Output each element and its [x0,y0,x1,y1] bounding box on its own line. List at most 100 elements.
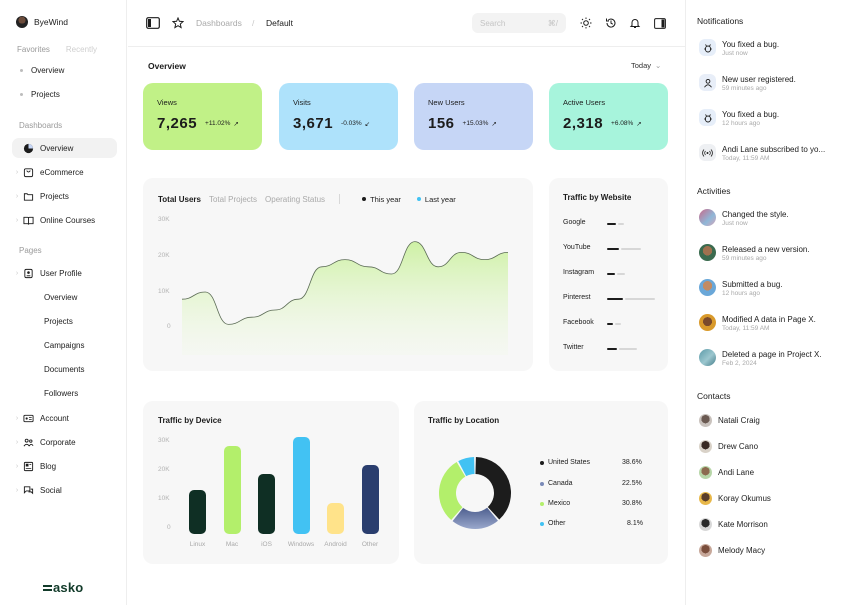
dashboards-section-title: Dashboards [19,121,63,130]
sidebar-item-ecommerce[interactable]: › eCommerce [12,162,117,182]
history-icon[interactable] [604,16,618,30]
sidebar-item-projects[interactable]: › Projects [12,186,117,206]
donut-slice-canada [452,507,498,529]
activity-item[interactable]: Modified A data in Page X. Today, 11:59 A… [699,314,816,332]
brand-name: ByeWind [34,17,69,27]
activity-item[interactable]: Released a new version. 59 minutes ago [699,244,810,262]
donut-slice-united-states [475,457,511,520]
sidebar-item-online-courses[interactable]: › Online Courses [12,210,117,230]
total-users-tabs: Total Users Total Projects Operating Sta… [158,194,456,204]
avatar [699,279,716,296]
sidebar-subitem-documents[interactable]: Documents [44,365,85,374]
location-item: United States [540,459,590,466]
brand[interactable]: ByeWind [16,16,68,28]
right-panel-toggle-icon[interactable] [653,16,667,30]
stat-card-visits[interactable]: Visits 3,671 -0.03% ↙ [279,83,398,150]
dot-icon [20,69,23,72]
tab-total-projects[interactable]: Total Projects [208,194,258,204]
activity-item[interactable]: Changed the style. Just now [699,209,789,227]
website-bar-rest [618,223,624,225]
breadcrumb-current: Default [266,18,293,28]
sidebar-toggle-icon[interactable] [146,16,160,30]
date-range-dropdown[interactable]: Today ⌄ [631,61,661,70]
website-bar [607,248,619,250]
stat-value: 2,318 [563,115,604,132]
logo-text: asko [53,580,84,595]
chevron-right-icon: › [15,192,19,200]
contact-item[interactable]: Drew Cano [699,440,758,453]
bell-icon[interactable] [628,16,642,30]
y-tick-label: 30K [158,437,170,444]
sidebar-item-social[interactable]: › Social [12,480,117,500]
activity-text: Submitted a bug. [722,280,783,289]
sidebar-item-user-profile[interactable]: › User Profile [12,263,117,283]
contact-name: Andi Lane [718,468,755,477]
location-name: Mexico [548,500,571,507]
website-bar [607,323,613,325]
traffic-device-title: Traffic by Device [158,416,222,425]
website-bar [607,298,623,300]
favorite-item-overview[interactable]: Overview [20,66,64,75]
contact-item[interactable]: Kate Morrison [699,518,768,531]
stat-change-value: +15.03% [462,120,489,127]
notification-item[interactable]: You fixed a bug. Just now [699,39,779,57]
contact-item[interactable]: Natali Craig [699,414,760,427]
y-tick-label: 10K [158,495,170,502]
tab-total-users[interactable]: Total Users [158,194,201,204]
legend-label: Last year [424,194,456,204]
stat-card-active-users[interactable]: Active Users 2,318 +6.08% ↗ [549,83,668,150]
stat-change-value: +6.08% [611,120,634,127]
sidebar-subitem-projects[interactable]: Projects [44,317,73,326]
avatar [16,16,28,28]
stat-value: 3,671 [293,115,334,132]
dot-icon [20,93,23,96]
stat-change: +15.03% ↗ [463,120,497,128]
sidebar-item-blog[interactable]: › Blog [12,456,117,476]
location-item: Mexico [540,500,570,507]
location-name: United States [548,459,591,466]
contact-item[interactable]: Koray Okumus [699,492,771,505]
tab-favorites[interactable]: Favorites [17,45,50,54]
device-bar-mac [223,446,241,534]
this-year-line [181,241,509,325]
stat-card-views[interactable]: Views 7,265 +11.02% ↗ [143,83,262,150]
location-value: 30.8% [622,500,642,507]
breadcrumb-dashboards[interactable]: Dashboards [196,18,242,28]
stat-card-new-users[interactable]: New Users 156 +15.03% ↗ [414,83,533,150]
star-icon[interactable] [171,16,185,30]
chevron-down-icon: ⌄ [655,61,662,70]
search-shortcut: ⌘/ [547,19,558,28]
sidebar-item-account[interactable]: › Account [12,408,117,428]
search-input[interactable]: Search ⌘/ [472,13,566,33]
avatar [699,544,712,557]
legend-dot-icon [540,521,544,526]
tab-operating-status[interactable]: Operating Status [265,194,326,204]
folder-icon [22,190,34,202]
tab-recently[interactable]: Recently [65,45,98,54]
sidebar-item-corporate[interactable]: › Corporate [12,432,117,452]
website-bar-rest [615,323,621,325]
pages-section-title: Pages [19,246,42,255]
notification-item[interactable]: New user registered. 59 minutes ago [699,74,796,92]
sun-icon[interactable] [579,16,593,30]
activity-item[interactable]: Deleted a page in Project X. Feb 2, 2024 [699,349,822,367]
traffic-location-title: Traffic by Location [428,416,500,425]
favorite-label: Overview [31,66,65,75]
activity-item[interactable]: Submitted a bug. 12 hours ago [699,279,782,297]
contact-item[interactable]: Melody Macy [699,544,765,557]
website-bar-rest [621,248,641,250]
sidebar-item-overview[interactable]: Overview [12,138,117,158]
contact-item[interactable]: Andi Lane [699,466,754,479]
favorite-item-projects[interactable]: Projects [20,90,60,99]
sidebar-subitem-campaigns[interactable]: Campaigns [44,341,85,350]
sidebar-subitem-followers[interactable]: Followers [44,389,79,398]
notification-item[interactable]: You fixed a bug. 12 hours ago [699,109,779,127]
date-range-label: Today [631,61,652,70]
id-card-icon [22,267,34,279]
trend-up-icon: ↗ [491,120,497,128]
sidebar-subitem-overview[interactable]: Overview [44,293,78,302]
notification-item[interactable]: Andi Lane subscribed to yo... Today, 11:5… [699,144,825,162]
website-label: Google [563,219,586,226]
location-item: Other [540,520,566,527]
account-card-icon [22,412,34,424]
